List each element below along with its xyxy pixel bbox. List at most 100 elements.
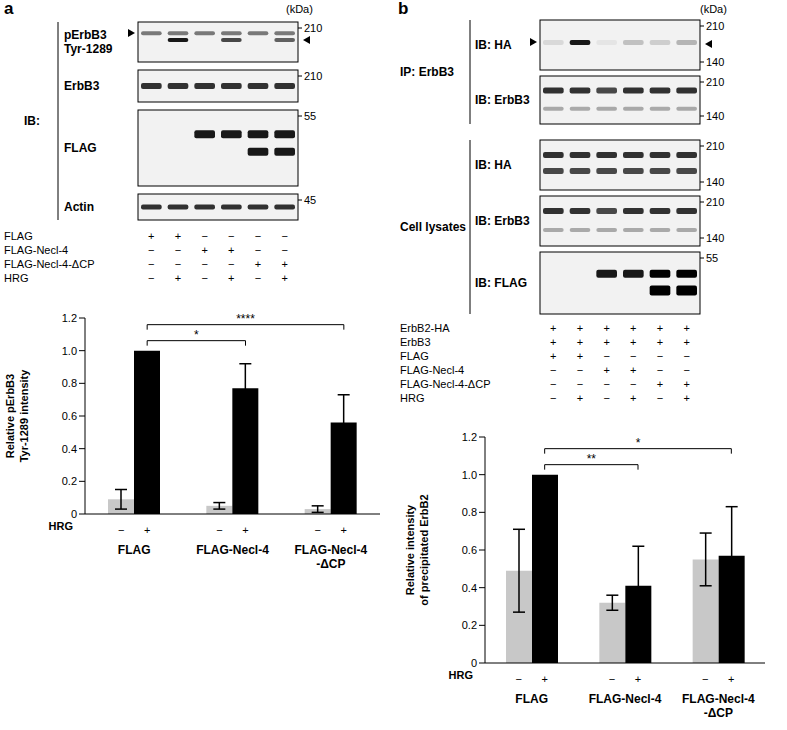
svg-text:+: +: [550, 350, 556, 362]
svg-text:0.4: 0.4: [62, 443, 77, 455]
svg-text:0.2: 0.2: [62, 475, 77, 487]
svg-text:HRG: HRG: [49, 520, 73, 532]
svg-text:+: +: [683, 336, 689, 348]
svg-text:+: +: [341, 524, 347, 536]
svg-text:+: +: [603, 322, 609, 334]
svg-text:−: −: [550, 364, 556, 376]
svg-text:45: 45: [304, 194, 316, 206]
svg-text:210: 210: [304, 22, 322, 34]
svg-text:pErbB3: pErbB3: [64, 28, 107, 42]
svg-text:−: −: [228, 258, 234, 270]
svg-text:−: −: [630, 350, 636, 362]
svg-text:−: −: [216, 524, 222, 536]
svg-text:−: −: [550, 392, 556, 404]
svg-text:+: +: [201, 244, 207, 256]
svg-text:+: +: [657, 378, 663, 390]
svg-text:ErbB3: ErbB3: [400, 336, 431, 348]
svg-text:FLAG-Necl-4: FLAG-Necl-4: [400, 364, 464, 376]
svg-text:+: +: [683, 322, 689, 334]
svg-text:+: +: [550, 322, 556, 334]
svg-text:0.6: 0.6: [62, 410, 77, 422]
svg-text:−: −: [657, 364, 663, 376]
svg-text:−: −: [609, 673, 615, 685]
svg-text:+: +: [630, 392, 636, 404]
svg-text:−: −: [603, 392, 609, 404]
svg-text:IB: FLAG: IB: FLAG: [475, 276, 527, 290]
svg-text:−: −: [255, 230, 261, 242]
svg-text:140: 140: [706, 232, 724, 244]
svg-text:of precipitated ErbB2: of precipitated ErbB2: [418, 494, 430, 605]
svg-text:+: +: [281, 272, 287, 284]
svg-text:−: −: [657, 392, 663, 404]
svg-text:+: +: [242, 524, 248, 536]
svg-text:+: +: [577, 322, 583, 334]
svg-text:0.8: 0.8: [462, 506, 477, 518]
svg-text:+: +: [657, 322, 663, 334]
svg-text:FLAG-Necl-4: FLAG-Necl-4: [294, 543, 367, 557]
svg-text:Tyr-1289: Tyr-1289: [64, 42, 113, 56]
svg-text:-ΔCP: -ΔCP: [316, 557, 345, 571]
svg-text:+: +: [630, 364, 636, 376]
svg-text:Cell lysates: Cell lysates: [400, 220, 466, 234]
svg-text:−: −: [118, 524, 124, 536]
svg-text:FLAG-Necl-4-ΔCP: FLAG-Necl-4-ΔCP: [400, 378, 490, 390]
svg-text:−: −: [201, 258, 207, 270]
svg-text:1.2: 1.2: [62, 312, 77, 324]
svg-text:Relative pErbB3: Relative pErbB3: [4, 374, 16, 458]
svg-text:+: +: [175, 230, 181, 242]
svg-text:FLAG-Necl-4: FLAG-Necl-4: [682, 692, 755, 706]
svg-text:ErbB3: ErbB3: [64, 79, 100, 93]
svg-text:−: −: [175, 258, 181, 270]
svg-text:0.4: 0.4: [462, 582, 477, 594]
svg-text:+: +: [255, 258, 261, 270]
svg-text:−: −: [148, 258, 154, 270]
svg-text:b: b: [398, 0, 408, 18]
svg-text:140: 140: [706, 56, 724, 68]
svg-text:FLAG-Necl-4: FLAG-Necl-4: [196, 543, 269, 557]
svg-text:**: **: [587, 452, 597, 466]
svg-text:−: −: [281, 244, 287, 256]
svg-text:+: +: [550, 336, 556, 348]
svg-text:IP: ErbB3: IP: ErbB3: [400, 65, 454, 79]
svg-text:1.0: 1.0: [62, 345, 77, 357]
svg-text:−: −: [683, 364, 689, 376]
svg-text:-ΔCP: -ΔCP: [704, 706, 733, 720]
svg-text:ErbB2-HA: ErbB2-HA: [400, 322, 450, 334]
svg-text:IB: ErbB3: IB: ErbB3: [475, 93, 530, 107]
svg-text:210: 210: [706, 140, 724, 152]
svg-text:Tyr-1289 intensity: Tyr-1289 intensity: [18, 369, 30, 463]
svg-text:FLAG: FLAG: [118, 543, 151, 557]
svg-text:****: ****: [236, 312, 255, 326]
svg-text:FLAG: FLAG: [4, 230, 33, 242]
svg-text:+: +: [541, 673, 547, 685]
svg-text:IB: HA: IB: HA: [475, 158, 512, 172]
svg-text:−: −: [577, 364, 583, 376]
svg-text:−: −: [550, 378, 556, 390]
svg-text:+: +: [657, 336, 663, 348]
svg-text:210: 210: [304, 70, 322, 82]
svg-text:*: *: [194, 328, 199, 342]
svg-text:+: +: [144, 524, 150, 536]
svg-text:+: +: [603, 364, 609, 376]
svg-text:−: −: [201, 272, 207, 284]
svg-text:+: +: [630, 336, 636, 348]
svg-text:−: −: [315, 524, 321, 536]
svg-text:Relative intensity: Relative intensity: [404, 504, 416, 595]
svg-text:IB: HA: IB: HA: [475, 38, 512, 52]
svg-text:+: +: [148, 230, 154, 242]
svg-text:−: −: [201, 230, 207, 242]
svg-text:0: 0: [71, 508, 77, 520]
svg-text:1.0: 1.0: [462, 469, 477, 481]
svg-text:+: +: [228, 244, 234, 256]
svg-text:+: +: [683, 392, 689, 404]
svg-text:+: +: [577, 350, 583, 362]
svg-text:HRG: HRG: [400, 392, 424, 404]
svg-text:IB: ErbB3: IB: ErbB3: [475, 214, 530, 228]
svg-text:Actin: Actin: [64, 200, 94, 214]
svg-text:+: +: [577, 336, 583, 348]
svg-text:−: −: [577, 378, 583, 390]
svg-text:+: +: [728, 673, 734, 685]
svg-text:+: +: [630, 322, 636, 334]
svg-text:−: −: [630, 378, 636, 390]
svg-text:−: −: [148, 244, 154, 256]
